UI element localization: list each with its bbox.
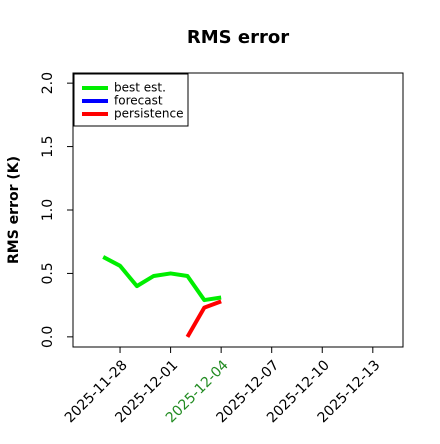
legend-label: best est. bbox=[114, 81, 166, 95]
y-tick-label: 0.5 bbox=[40, 262, 56, 284]
y-tick-label: 0.0 bbox=[40, 326, 56, 348]
y-tick-label: 1.5 bbox=[40, 135, 56, 157]
legend-label: persistence bbox=[114, 107, 183, 121]
series-line bbox=[185, 299, 222, 338]
y-tick-label: 1.0 bbox=[40, 199, 56, 221]
legend-label: forecast bbox=[114, 94, 163, 108]
series-line bbox=[102, 255, 222, 303]
y-axis-label: RMS error (K) bbox=[6, 156, 22, 264]
chart-title: RMS error bbox=[187, 27, 289, 48]
y-tick-label: 2.0 bbox=[40, 72, 56, 94]
